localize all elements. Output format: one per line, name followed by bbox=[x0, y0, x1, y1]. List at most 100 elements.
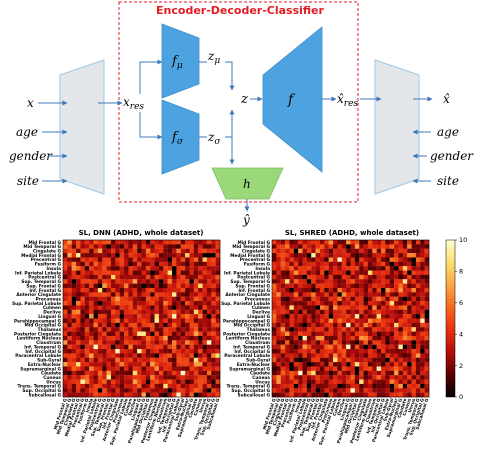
heatmap-cell bbox=[333, 292, 338, 297]
heatmap-cell bbox=[107, 336, 112, 341]
heatmap-cell bbox=[98, 336, 103, 341]
heatmap-cell bbox=[394, 353, 399, 358]
heatmap-cell bbox=[76, 353, 81, 358]
heatmap-cell bbox=[159, 327, 164, 332]
heatmap-cell bbox=[107, 240, 112, 245]
heatmap-cell bbox=[394, 327, 399, 332]
heatmap-cell bbox=[390, 371, 395, 376]
heatmap-cell bbox=[407, 375, 412, 380]
heatmap-cell bbox=[372, 244, 377, 249]
heatmap-cell bbox=[403, 244, 408, 249]
heatmap-cell bbox=[137, 314, 142, 319]
heatmap-cell bbox=[137, 362, 142, 367]
heatmap-cell bbox=[185, 257, 190, 262]
heatmap-cell bbox=[368, 240, 373, 245]
heatmap-cell bbox=[168, 375, 173, 380]
heatmap-cell bbox=[155, 275, 160, 280]
heatmap-cell bbox=[425, 288, 430, 293]
heatmap-cell bbox=[111, 240, 116, 245]
heatmap-cell bbox=[133, 279, 138, 284]
heatmap-cell bbox=[364, 366, 369, 371]
heatmap-cell bbox=[107, 345, 112, 350]
heatmap-cell bbox=[407, 388, 412, 393]
heatmap-cell bbox=[289, 249, 294, 254]
heatmap-cell bbox=[333, 380, 338, 385]
heatmap-cell bbox=[337, 310, 342, 315]
heatmap-cell bbox=[307, 249, 312, 254]
heatmap-cell bbox=[63, 349, 68, 354]
heatmap-cell bbox=[76, 292, 81, 297]
heatmap-cell bbox=[307, 297, 312, 302]
heatmap-cell bbox=[420, 366, 425, 371]
heatmap-cell bbox=[333, 253, 338, 258]
heatmap-cell bbox=[359, 305, 364, 310]
heatmap-cell bbox=[372, 336, 377, 341]
heatmap-cell bbox=[128, 323, 133, 328]
heatmap-cell bbox=[420, 358, 425, 363]
heatmap-cell bbox=[416, 327, 421, 332]
heatmap-cell bbox=[329, 345, 334, 350]
heatmap-cell bbox=[412, 297, 417, 302]
heatmap-cell bbox=[142, 275, 147, 280]
heatmap-cell bbox=[425, 253, 430, 258]
heatmap-cell bbox=[85, 371, 90, 376]
heatmap-cell bbox=[320, 301, 325, 306]
heatmap-cell bbox=[85, 358, 90, 363]
heatmap-cell bbox=[111, 253, 116, 258]
heatmap-cell bbox=[320, 288, 325, 293]
heatmap-cell bbox=[416, 375, 421, 380]
heatmap-cell bbox=[176, 384, 181, 389]
heatmap-cell bbox=[311, 358, 316, 363]
heatmap-cell bbox=[137, 279, 142, 284]
heatmap-cell bbox=[355, 275, 360, 280]
heatmap-cell bbox=[80, 353, 85, 358]
heatmap-cell bbox=[120, 244, 125, 249]
heatmap-cell bbox=[351, 249, 356, 254]
heatmap-cell bbox=[425, 310, 430, 315]
heatmap-cell bbox=[307, 305, 312, 310]
heatmap-cell bbox=[320, 388, 325, 393]
heatmap-cell bbox=[337, 380, 342, 385]
heatmap-cell bbox=[142, 314, 147, 319]
heatmap-cell bbox=[403, 301, 408, 306]
heatmap-cell bbox=[329, 292, 334, 297]
heatmap-cell bbox=[94, 262, 99, 267]
heatmap-cell bbox=[203, 340, 208, 345]
heatmap-cell bbox=[185, 375, 190, 380]
heatmap-cell bbox=[355, 349, 360, 354]
heatmap-cell bbox=[377, 284, 382, 289]
colorbar-tick-label: 10 bbox=[459, 236, 467, 244]
heatmap-cell bbox=[276, 380, 281, 385]
heatmap-cell bbox=[359, 345, 364, 350]
heatmap-cell bbox=[359, 284, 364, 289]
heatmap-cell bbox=[316, 288, 321, 293]
heatmap-cell bbox=[67, 366, 72, 371]
heatmap-cell bbox=[181, 362, 186, 367]
heatmap-cell bbox=[381, 384, 386, 389]
heatmap-cell bbox=[207, 327, 212, 332]
heatmap-cell bbox=[298, 275, 303, 280]
heatmap-cell bbox=[124, 380, 129, 385]
heatmap-cell bbox=[368, 292, 373, 297]
heatmap-cell bbox=[111, 362, 116, 367]
heatmap-cell bbox=[85, 340, 90, 345]
heatmap-cell bbox=[142, 271, 147, 276]
heatmap-cell bbox=[355, 244, 360, 249]
heatmap-cell bbox=[351, 393, 356, 398]
heatmap-cell bbox=[272, 314, 277, 319]
heatmap-cell bbox=[80, 340, 85, 345]
heatmap-cell bbox=[89, 388, 94, 393]
heatmap-cell bbox=[311, 314, 316, 319]
heatmap-cell bbox=[120, 345, 125, 350]
heatmap-cell bbox=[211, 253, 216, 258]
heatmap-cell bbox=[216, 284, 221, 289]
heatmap-cell bbox=[337, 275, 342, 280]
heatmap-cell bbox=[133, 388, 138, 393]
heatmap-cell bbox=[281, 388, 286, 393]
heatmap-cell bbox=[294, 275, 299, 280]
heatmap-cell bbox=[412, 249, 417, 254]
heatmap-cell bbox=[98, 319, 103, 324]
heatmap-cell bbox=[346, 353, 351, 358]
heatmap-cell bbox=[303, 327, 308, 332]
heatmap-cell bbox=[303, 375, 308, 380]
